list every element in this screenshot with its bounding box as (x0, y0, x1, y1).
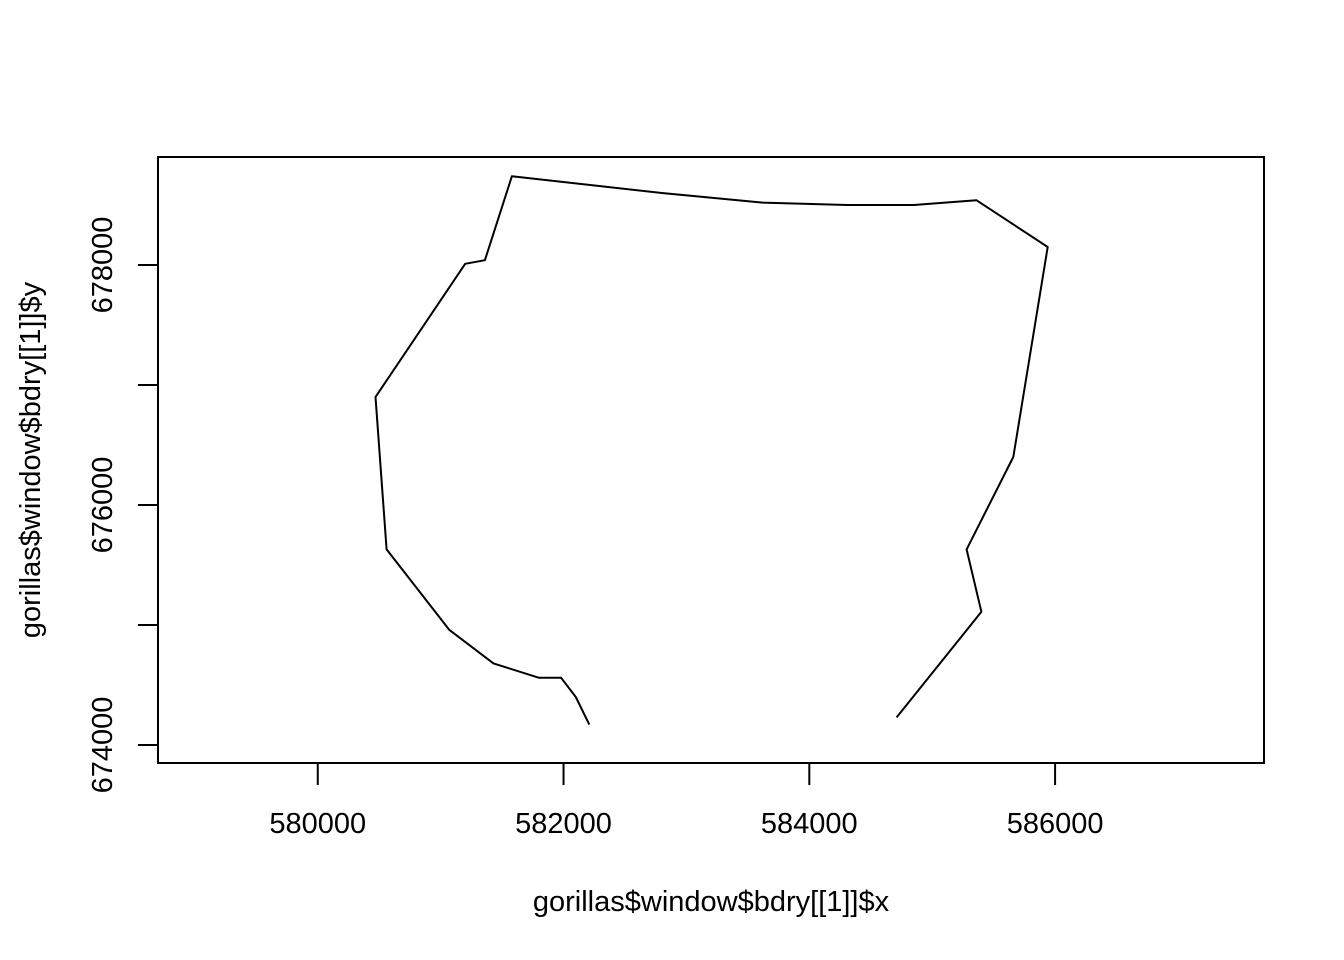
y-axis: 674000 676000 678000 (87, 217, 159, 794)
y-axis-title: gorillas$window$bdry[[1]]$y (15, 281, 47, 638)
y-tick-label: 676000 (87, 457, 119, 554)
y-tick-label: 678000 (87, 217, 119, 314)
x-tick-label: 584000 (761, 808, 858, 840)
x-tick-label: 586000 (1007, 808, 1104, 840)
x-axis: 580000 582000 584000 586000 (269, 762, 1104, 840)
boundary-line (374, 175, 1049, 726)
x-tick-label: 580000 (269, 808, 366, 840)
y-tick-label: 674000 (87, 697, 119, 794)
x-tick-label: 582000 (515, 808, 612, 840)
x-axis-title: gorillas$window$bdry[[1]]$x (533, 886, 890, 918)
series-layer (374, 175, 1049, 726)
